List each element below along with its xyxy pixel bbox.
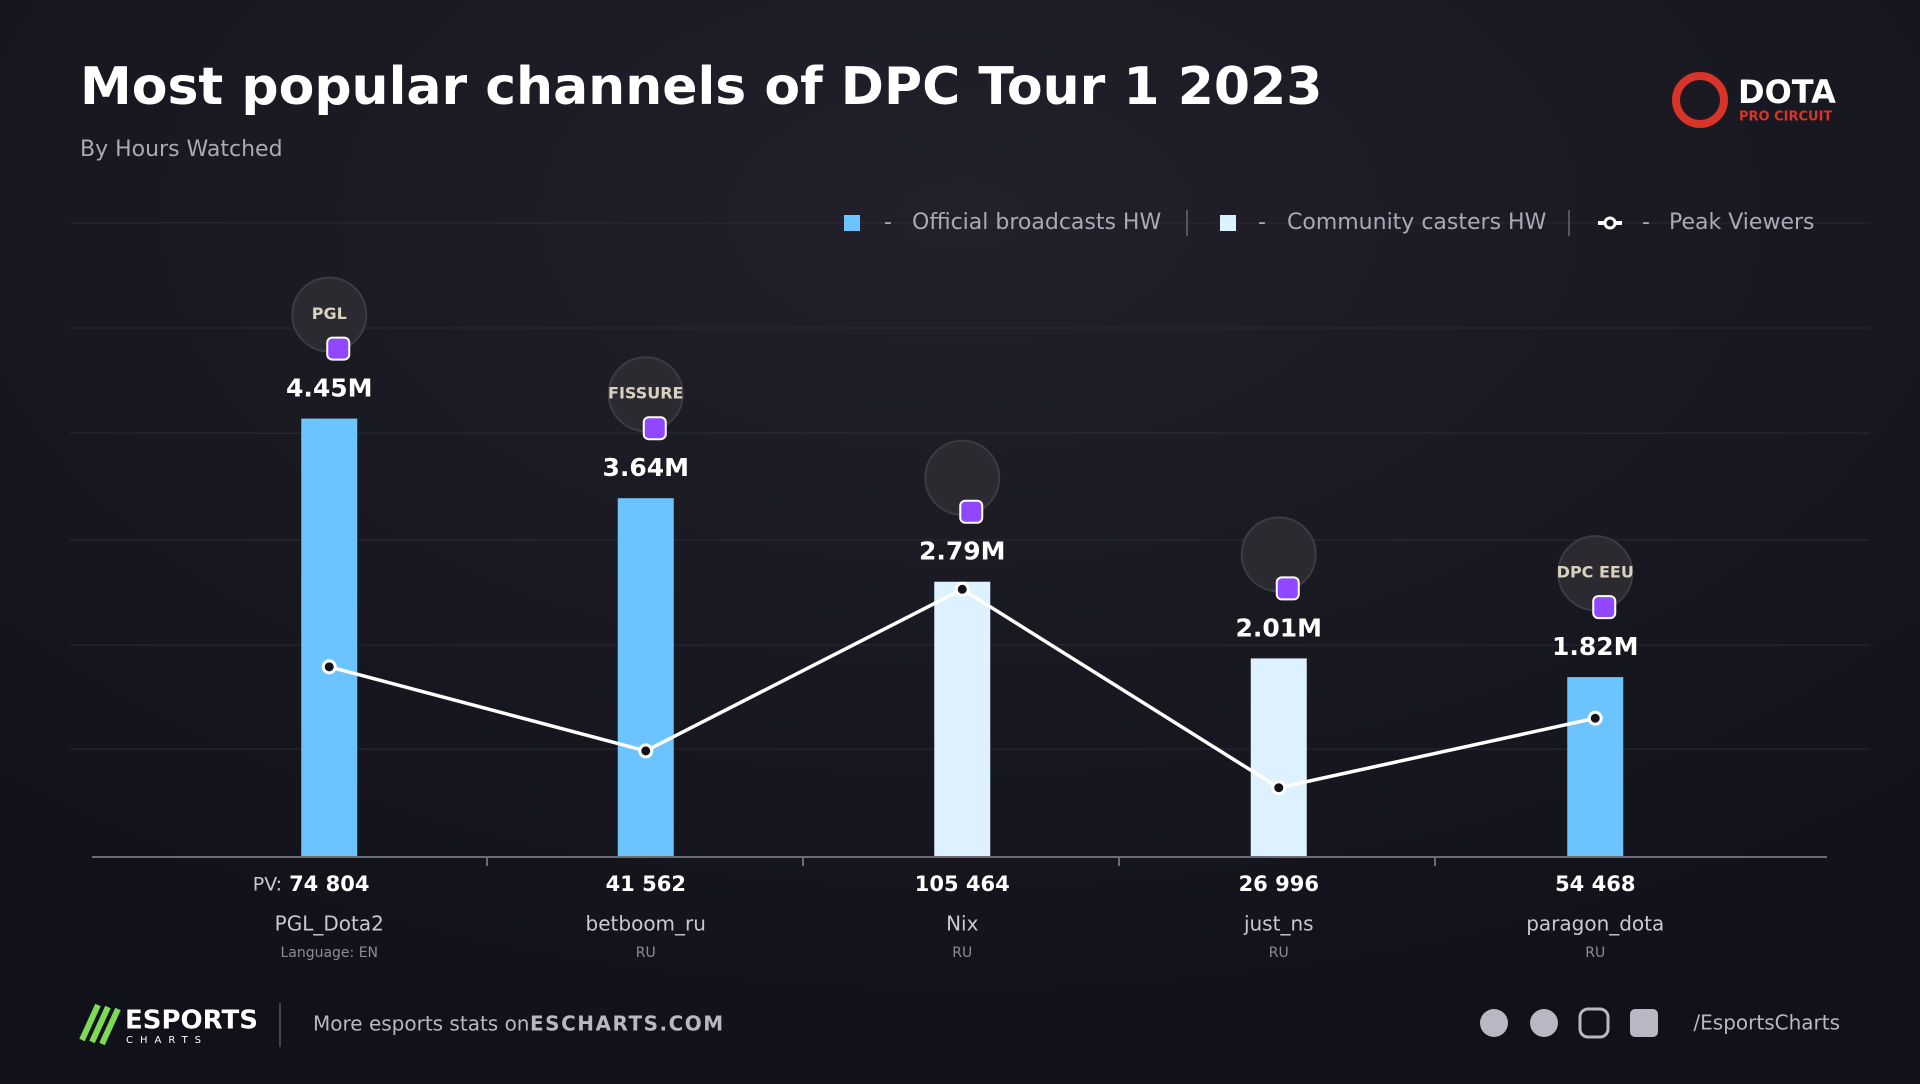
bar-value-label: 1.82M [1552, 632, 1639, 661]
bar-value-label: 3.64M [602, 453, 689, 482]
brand-name: DOTA [1738, 73, 1836, 111]
bar-value-label: 2.01M [1235, 613, 1322, 642]
x-tick-label: betboom_ru [586, 912, 706, 936]
peak-viewers-prefix: PV: [253, 874, 282, 896]
channel-avatar-label: PGL [312, 304, 347, 323]
peak-viewers-point [954, 581, 970, 597]
channel-avatar-label: FISSURE [608, 384, 683, 403]
twitch-badge [326, 336, 351, 361]
peak-viewers-point [1271, 780, 1287, 796]
peak-viewers-point [1587, 710, 1603, 726]
legend-swatch [844, 215, 860, 231]
bar [1567, 677, 1624, 856]
footer-logo-sub: CHARTS [126, 1035, 208, 1046]
chart-subtitle: By Hours Watched [80, 137, 283, 162]
legend-dash: - [1258, 210, 1266, 235]
x-tick-label: Nix [946, 912, 979, 936]
social-twitter[interactable] [1480, 1009, 1508, 1037]
legend-dash: - [884, 210, 892, 235]
channel-language: RU [1585, 945, 1605, 961]
legend-line-icon [1603, 216, 1617, 230]
bar [1250, 658, 1307, 856]
bar [617, 498, 674, 856]
footer-handle: /EsportsCharts [1693, 1011, 1840, 1035]
footer-site: ESCHARTS.COM [530, 1012, 725, 1036]
footer-logo: ESPORTS [125, 1006, 258, 1036]
footer-logo-icon [79, 1003, 121, 1046]
bar-value-label: 2.79M [919, 537, 1006, 566]
peak-viewers-label: 105 464 [915, 872, 1010, 896]
peak-viewers-label: 74 804 [289, 872, 369, 896]
brand-sub: PRO CIRCUIT [1739, 110, 1832, 125]
bar [301, 418, 358, 856]
peak-viewers-label: 41 562 [606, 872, 686, 896]
x-tick-label: just_ns [1243, 912, 1314, 936]
bar [934, 581, 991, 856]
peak-viewers-label: 26 996 [1239, 872, 1319, 896]
twitch-badge [1275, 576, 1300, 601]
legend-swatch [1220, 215, 1236, 231]
peak-viewers-label: 54 468 [1555, 872, 1635, 896]
legend-label: Official broadcasts HW [912, 210, 1161, 235]
legend-label: Peak Viewers [1669, 210, 1814, 235]
channel-language: Language: EN [280, 945, 378, 961]
x-tick-label: PGL_Dota2 [275, 912, 384, 936]
legend-label: Community casters HW [1287, 210, 1547, 235]
social-linkedin[interactable] [1630, 1009, 1658, 1037]
social-instagram[interactable] [1578, 1007, 1610, 1039]
bar-value-label: 4.45M [286, 374, 373, 403]
channel-avatar-label: DPC EEU [1557, 563, 1634, 582]
social-facebook[interactable] [1530, 1009, 1558, 1037]
channel-language: RU [1269, 945, 1289, 961]
peak-viewers-point [638, 743, 654, 759]
chart-title: Most popular channels of DPC Tour 1 2023 [80, 57, 1322, 117]
x-tick-label: paragon_dota [1526, 912, 1664, 936]
footer-text: More esports stats on [313, 1012, 529, 1036]
brand-logo [1672, 72, 1728, 128]
twitch-badge [642, 416, 667, 441]
twitch-badge [1592, 595, 1617, 620]
peak-viewers-point [321, 659, 337, 675]
twitch-badge [959, 499, 984, 524]
legend-dash: - [1642, 210, 1650, 235]
channel-language: RU [636, 945, 656, 961]
channel-language: RU [952, 945, 972, 961]
